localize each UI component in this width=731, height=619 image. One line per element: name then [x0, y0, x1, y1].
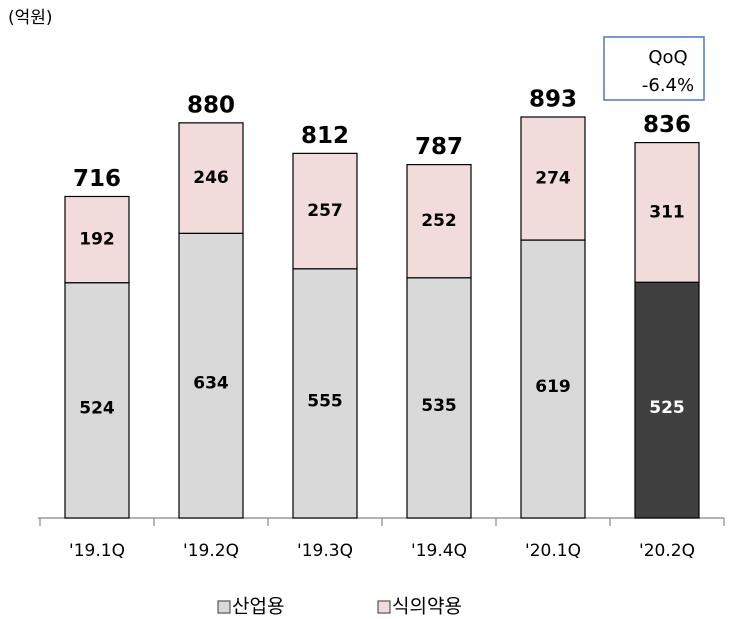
x-tick-label: '19.2Q	[183, 541, 239, 561]
value-label: 525	[649, 398, 685, 418]
annotation: -6.4%	[642, 75, 694, 96]
value-label: 192	[79, 230, 115, 250]
bar-segment	[64, 195, 130, 284]
bar-segment	[406, 163, 472, 279]
annotation: QoQ	[648, 47, 687, 68]
legend-label: 산업용	[232, 596, 284, 618]
bar-segment	[520, 239, 586, 519]
x-tick-label: '19.3Q	[297, 541, 353, 561]
value-label: 555	[307, 391, 343, 411]
x-tick-label: '19.1Q	[69, 541, 125, 561]
total-label: 812	[301, 123, 349, 149]
value-label: 634	[193, 374, 229, 394]
value-label: 246	[193, 168, 229, 188]
bar-segment	[520, 116, 586, 241]
bar-segment	[634, 141, 700, 283]
value-label: 274	[535, 169, 571, 189]
x-tick-label: '20.1Q	[525, 541, 581, 561]
value-label: 524	[79, 398, 115, 418]
unit-label: (억원)	[8, 8, 53, 28]
total-label: 787	[415, 134, 463, 160]
value-label: 619	[535, 377, 571, 397]
value-label: 311	[649, 202, 685, 222]
legend-swatch	[377, 600, 391, 614]
value-label: 252	[421, 211, 457, 231]
bar-segment	[292, 152, 358, 270]
bar-segment	[64, 282, 130, 519]
value-label: 535	[421, 396, 457, 416]
x-tick-label: '20.2Q	[639, 541, 695, 561]
bar-segment	[178, 232, 244, 519]
value-label: 257	[307, 201, 343, 221]
legend-label: 식의약용	[392, 596, 462, 618]
annotation-box	[603, 36, 705, 101]
bar-segment	[634, 281, 700, 519]
legend-swatch	[217, 600, 231, 614]
bar-segment	[178, 122, 244, 234]
total-label: 880	[187, 92, 235, 118]
total-label: 716	[73, 166, 121, 192]
bar-segment	[406, 277, 472, 519]
total-label: 893	[529, 87, 577, 113]
x-tick-label: '19.4Q	[411, 541, 467, 561]
total-label: 836	[643, 112, 691, 138]
